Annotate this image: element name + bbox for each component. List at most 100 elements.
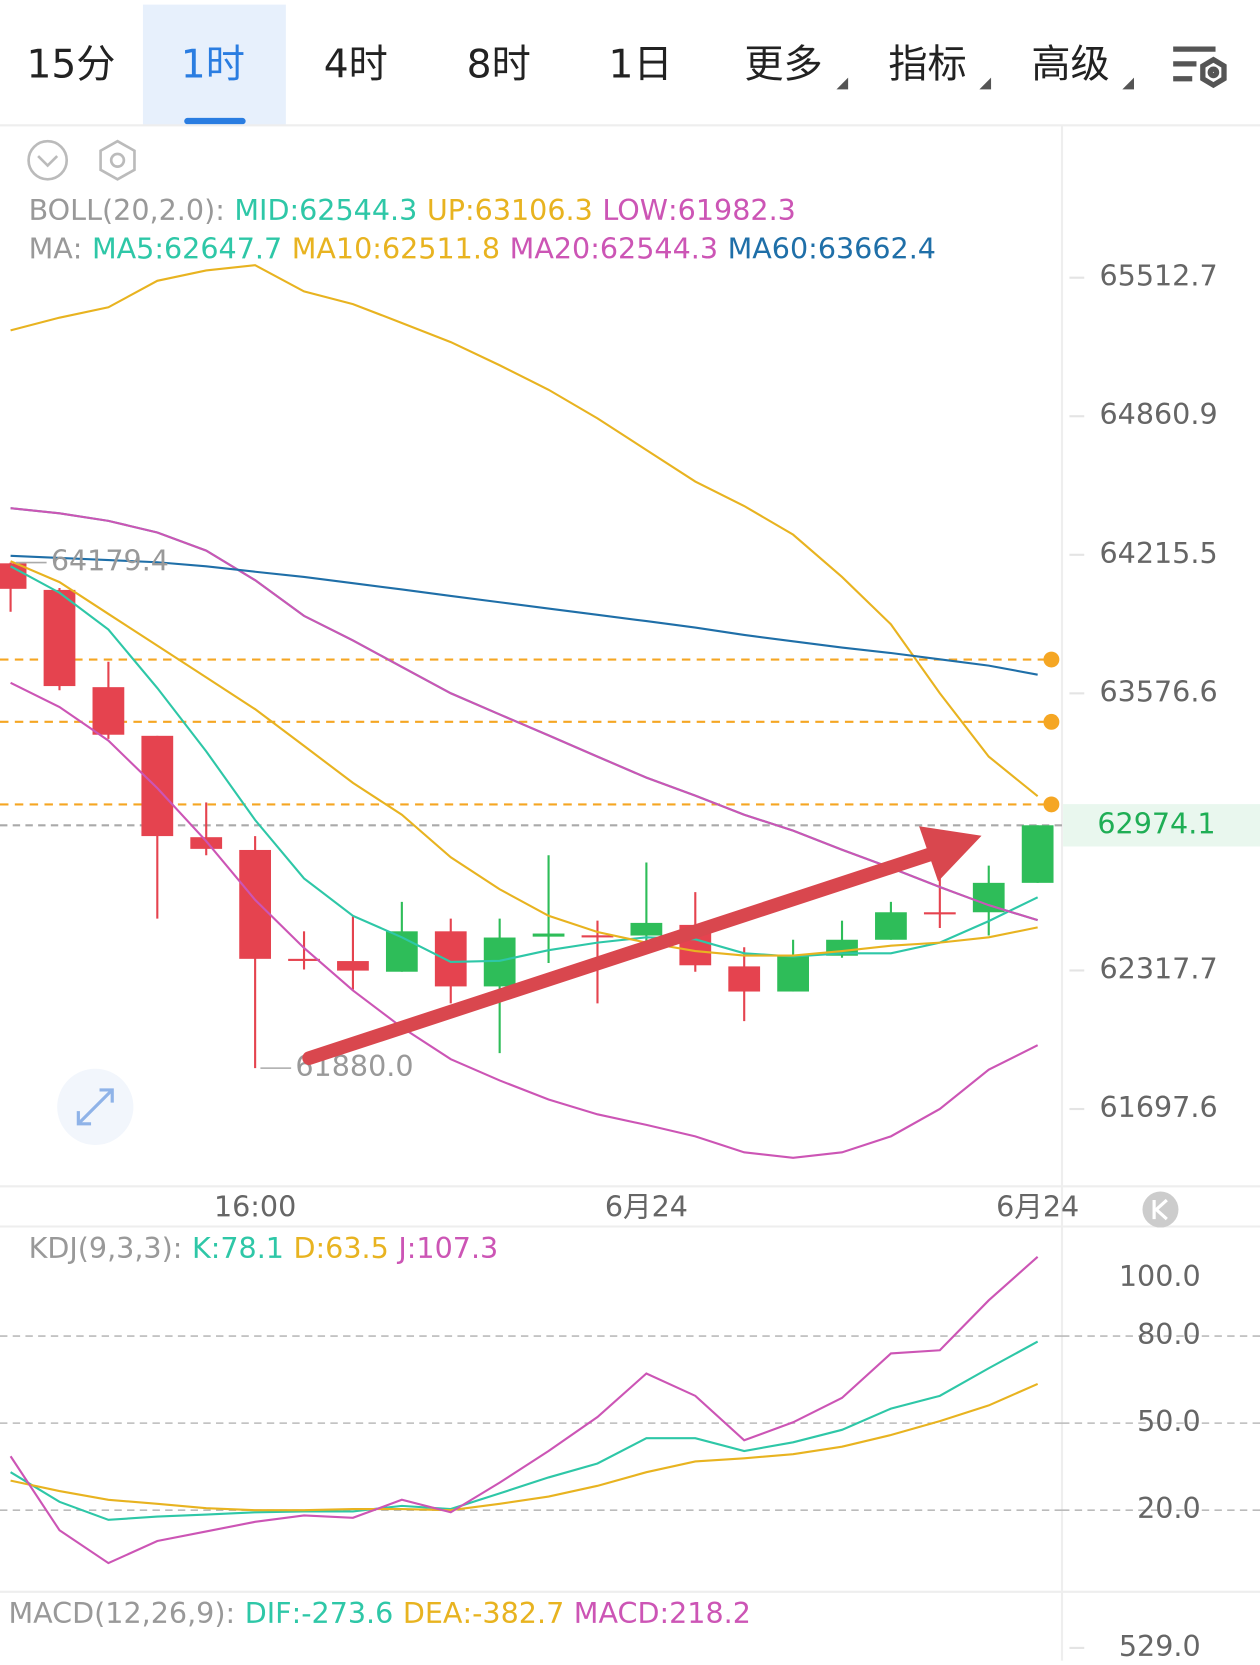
legend-name: MACD [574, 1596, 660, 1630]
legend-value: 63106.3 [475, 193, 593, 227]
separator: : [289, 193, 299, 227]
tab[interactable]: 指标 [888, 43, 966, 88]
candle-body [630, 922, 663, 936]
alert-dot [1043, 651, 1060, 668]
legend-value: 63.5 [325, 1231, 389, 1265]
price-axis: 61697.6 62317.7 63576.6 64215.5 64860.9 65512… [1043, 259, 1260, 1124]
legend-value: 62544.3 [600, 231, 718, 265]
separator: : [590, 231, 600, 265]
active-tab-indicator [184, 117, 246, 125]
separator: : [73, 231, 83, 265]
candle-body [288, 958, 320, 961]
candle-body [239, 849, 272, 959]
tab[interactable]: 更多 [744, 43, 822, 88]
tab[interactable]: 15分 [26, 43, 115, 88]
alert-dot [1043, 796, 1060, 813]
legend-name: D [294, 1231, 316, 1265]
tab[interactable]: 1日 [609, 43, 673, 88]
alert-dot [1043, 713, 1060, 730]
y-tick-label: 64215.5 [1099, 536, 1217, 570]
candle-body [190, 837, 223, 849]
y-tick-label: 80.0 [1137, 1317, 1201, 1351]
separator: : [215, 193, 225, 227]
indicator-title: BOLL(20,2.0) [29, 193, 216, 227]
legend-name: MID [234, 193, 289, 227]
y-tick-label: 61697.6 [1099, 1090, 1217, 1124]
legend-value: 78.1 [220, 1231, 284, 1265]
x-tick-label: 6月24 [605, 1190, 688, 1224]
tab[interactable]: 1时 [181, 43, 245, 88]
legend-value: 62544.3 [299, 193, 417, 227]
separator: : [226, 1596, 236, 1630]
candle-body [434, 931, 467, 987]
candle-body [728, 966, 761, 992]
legend-name: UP [427, 193, 465, 227]
dropdown-caret [836, 77, 849, 90]
separator: : [465, 193, 475, 227]
separator: : [211, 1231, 221, 1265]
indicator-title: MACD(12,26,9) [8, 1596, 225, 1630]
y-tick-label: 62317.7 [1099, 951, 1217, 985]
separator: : [659, 1596, 669, 1630]
separator: : [407, 1231, 417, 1265]
tab[interactable]: 高级 [1031, 43, 1109, 88]
legend-name: K [192, 1231, 212, 1265]
indicator-settings-icon [109, 152, 126, 168]
legend-value: -273.6 [301, 1596, 393, 1630]
settings-icon[interactable] [1173, 46, 1227, 89]
indicator-legend: BOLL(20,2.0): MID:62544.3 UP:63106.3 LOW:61… [29, 193, 796, 227]
kdj-plot [0, 1255, 1062, 1565]
candle-body [581, 935, 614, 938]
candle-body [337, 961, 369, 971]
expand-icon[interactable] [57, 1068, 134, 1145]
trend-arrow [302, 826, 982, 1066]
y-tick-label: 529.0 [1119, 1629, 1201, 1661]
candle-body [777, 954, 809, 992]
candle-body [141, 735, 174, 837]
separator: : [292, 1596, 302, 1630]
candle-body [923, 912, 956, 915]
candle-body [875, 912, 907, 940]
legend-name: LOW [602, 193, 668, 227]
x-tick-label: 16:00 [214, 1190, 296, 1224]
indicator-legend: MA: MA5:62647.7 MA10:62511.8 MA20:62544.3 MA… [29, 231, 936, 265]
annotation-label: 64179.4 [51, 544, 169, 578]
indicator-settings-icon[interactable] [99, 139, 136, 181]
collapse-icon[interactable] [27, 139, 69, 181]
last-price-label: 62974.1 [1097, 806, 1215, 840]
active-tab-bg [142, 4, 286, 126]
legend-value: 107.3 [416, 1231, 498, 1265]
kdj-axis: 100.0 80.0 50.0 20.0 [1062, 1259, 1260, 1525]
legend-name: MA10 [292, 231, 373, 265]
legend-value: 218.2 [669, 1596, 751, 1630]
kdj-line [9, 1255, 1039, 1565]
indicator-legend: KDJ(9,3,3): K:78.1 D:63.5 J:107.3 [29, 1231, 499, 1265]
legend-value: 62511.8 [382, 231, 500, 265]
indicator-line [10, 264, 1039, 798]
kdj-line [10, 1382, 1039, 1512]
k-button[interactable] [1142, 1191, 1179, 1228]
y-tick-label: 64860.9 [1099, 397, 1217, 431]
legend-name: DIF [245, 1596, 292, 1630]
legend-name: MA5 [92, 231, 154, 265]
dropdown-caret [1122, 77, 1134, 90]
legend-name: MA20 [510, 231, 591, 265]
macd-panel: MACD(12,26,9): DIF:-273.6 DEA:-382.7 MACD:2… [8, 1596, 1201, 1663]
candle-body [532, 933, 565, 937]
tab[interactable]: 8时 [467, 43, 531, 88]
legend-value: 61982.3 [678, 193, 796, 227]
separator: : [462, 1596, 472, 1630]
separator: : [372, 231, 382, 265]
candle-body [92, 687, 125, 735]
y-tick-label: 50.0 [1137, 1404, 1201, 1438]
last-price-tag [1063, 804, 1260, 847]
tab[interactable]: 4时 [324, 43, 388, 88]
indicator-title: MA [29, 231, 74, 265]
y-tick-label: 63576.6 [1099, 674, 1217, 708]
indicator-title: KDJ(9,3,3) [29, 1231, 173, 1265]
kdj-line [10, 1340, 1039, 1521]
tab-bar: 15分 1时 4时 8时 1日 更多 指标 高级 [26, 4, 1110, 126]
